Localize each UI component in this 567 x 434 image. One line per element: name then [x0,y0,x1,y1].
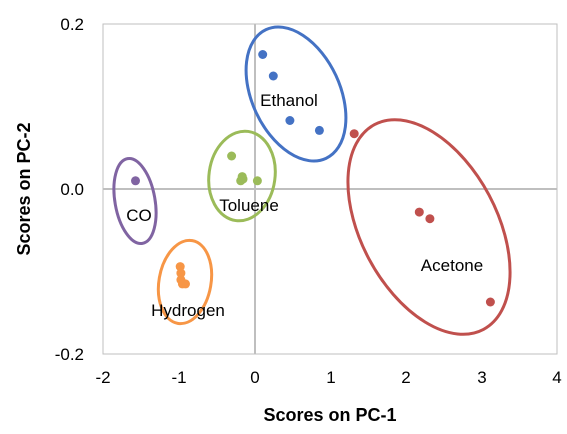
y-tick-label: -0.2 [55,345,84,364]
cluster-label-toluene: Toluene [219,196,279,215]
x-tick-label: 3 [477,368,486,387]
ethanol-data-point [258,50,268,59]
toluene-cluster-ellipse [207,129,277,223]
cluster-label-co: CO [126,206,152,225]
acetone-cluster-ellipse [346,118,512,336]
x-tick-label: 1 [326,368,335,387]
ethanol-data-point [285,116,295,125]
toluene-data-point [238,174,248,184]
x-axis-title: Scores on PC-1 [263,405,396,425]
ethanol-data-point [268,71,278,81]
co-cluster-ellipse [112,157,158,245]
x-tick-label: -2 [95,368,110,387]
toluene-data-point [252,176,262,186]
acetone-data-point [425,214,435,224]
co-data-point [131,176,140,186]
hydrogen-data-point [181,279,190,289]
y-tick-label: 0.2 [60,15,84,34]
y-tick-label: 0.0 [60,180,84,199]
y-axis-title: Scores on PC-2 [14,122,34,255]
cluster-label-hydrogen: Hydrogen [151,301,225,320]
x-tick-label: 0 [250,368,259,387]
acetone-data-point [349,129,359,139]
cluster-label-ethanol: Ethanol [260,91,318,110]
toluene-data-point [227,151,237,161]
cluster-label-acetone: Acetone [421,256,483,275]
data-points [131,50,495,307]
hydrogen-cluster-ellipse [156,238,214,326]
acetone-data-point [414,207,424,217]
hydrogen-data-point [176,268,186,278]
x-tick-label: 4 [552,368,561,387]
ethanol-cluster-ellipse [244,25,348,163]
x-tick-label: 2 [401,368,410,387]
hydrogen-data-point [175,262,185,272]
acetone-data-point [485,297,495,307]
x-tick-label: -1 [171,368,186,387]
ethanol-data-point [314,125,324,135]
